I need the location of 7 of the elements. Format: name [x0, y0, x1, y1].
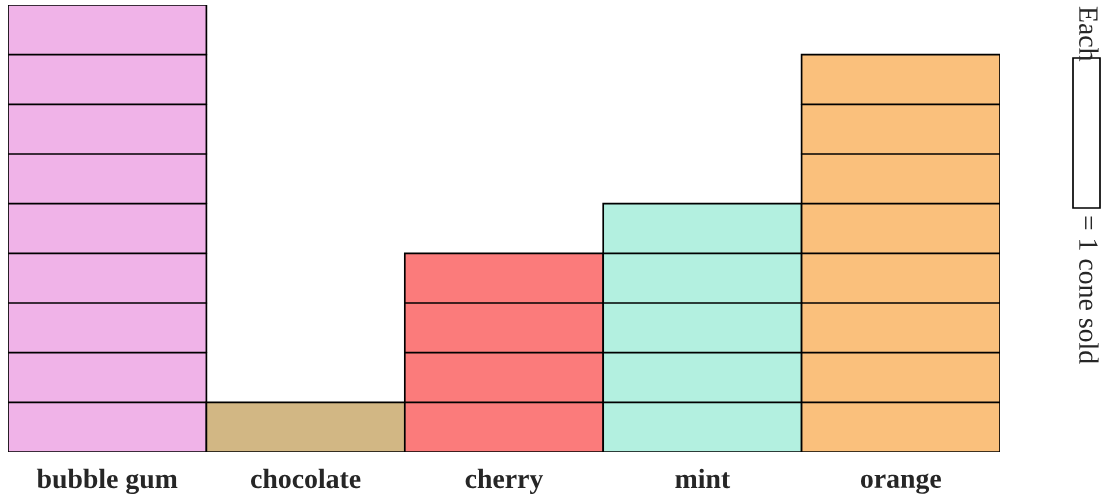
x-tick-label: cherry	[465, 468, 544, 494]
text: Each	[1079, 6, 1099, 62]
x-tick-label: mint	[675, 468, 731, 489]
x-tick-label: bubble gum	[36, 468, 178, 495]
text: = 1 cone sold	[1079, 216, 1099, 364]
x-tick-label: orange	[860, 473, 941, 494]
x-tick-label: chocolate	[251, 468, 361, 489]
